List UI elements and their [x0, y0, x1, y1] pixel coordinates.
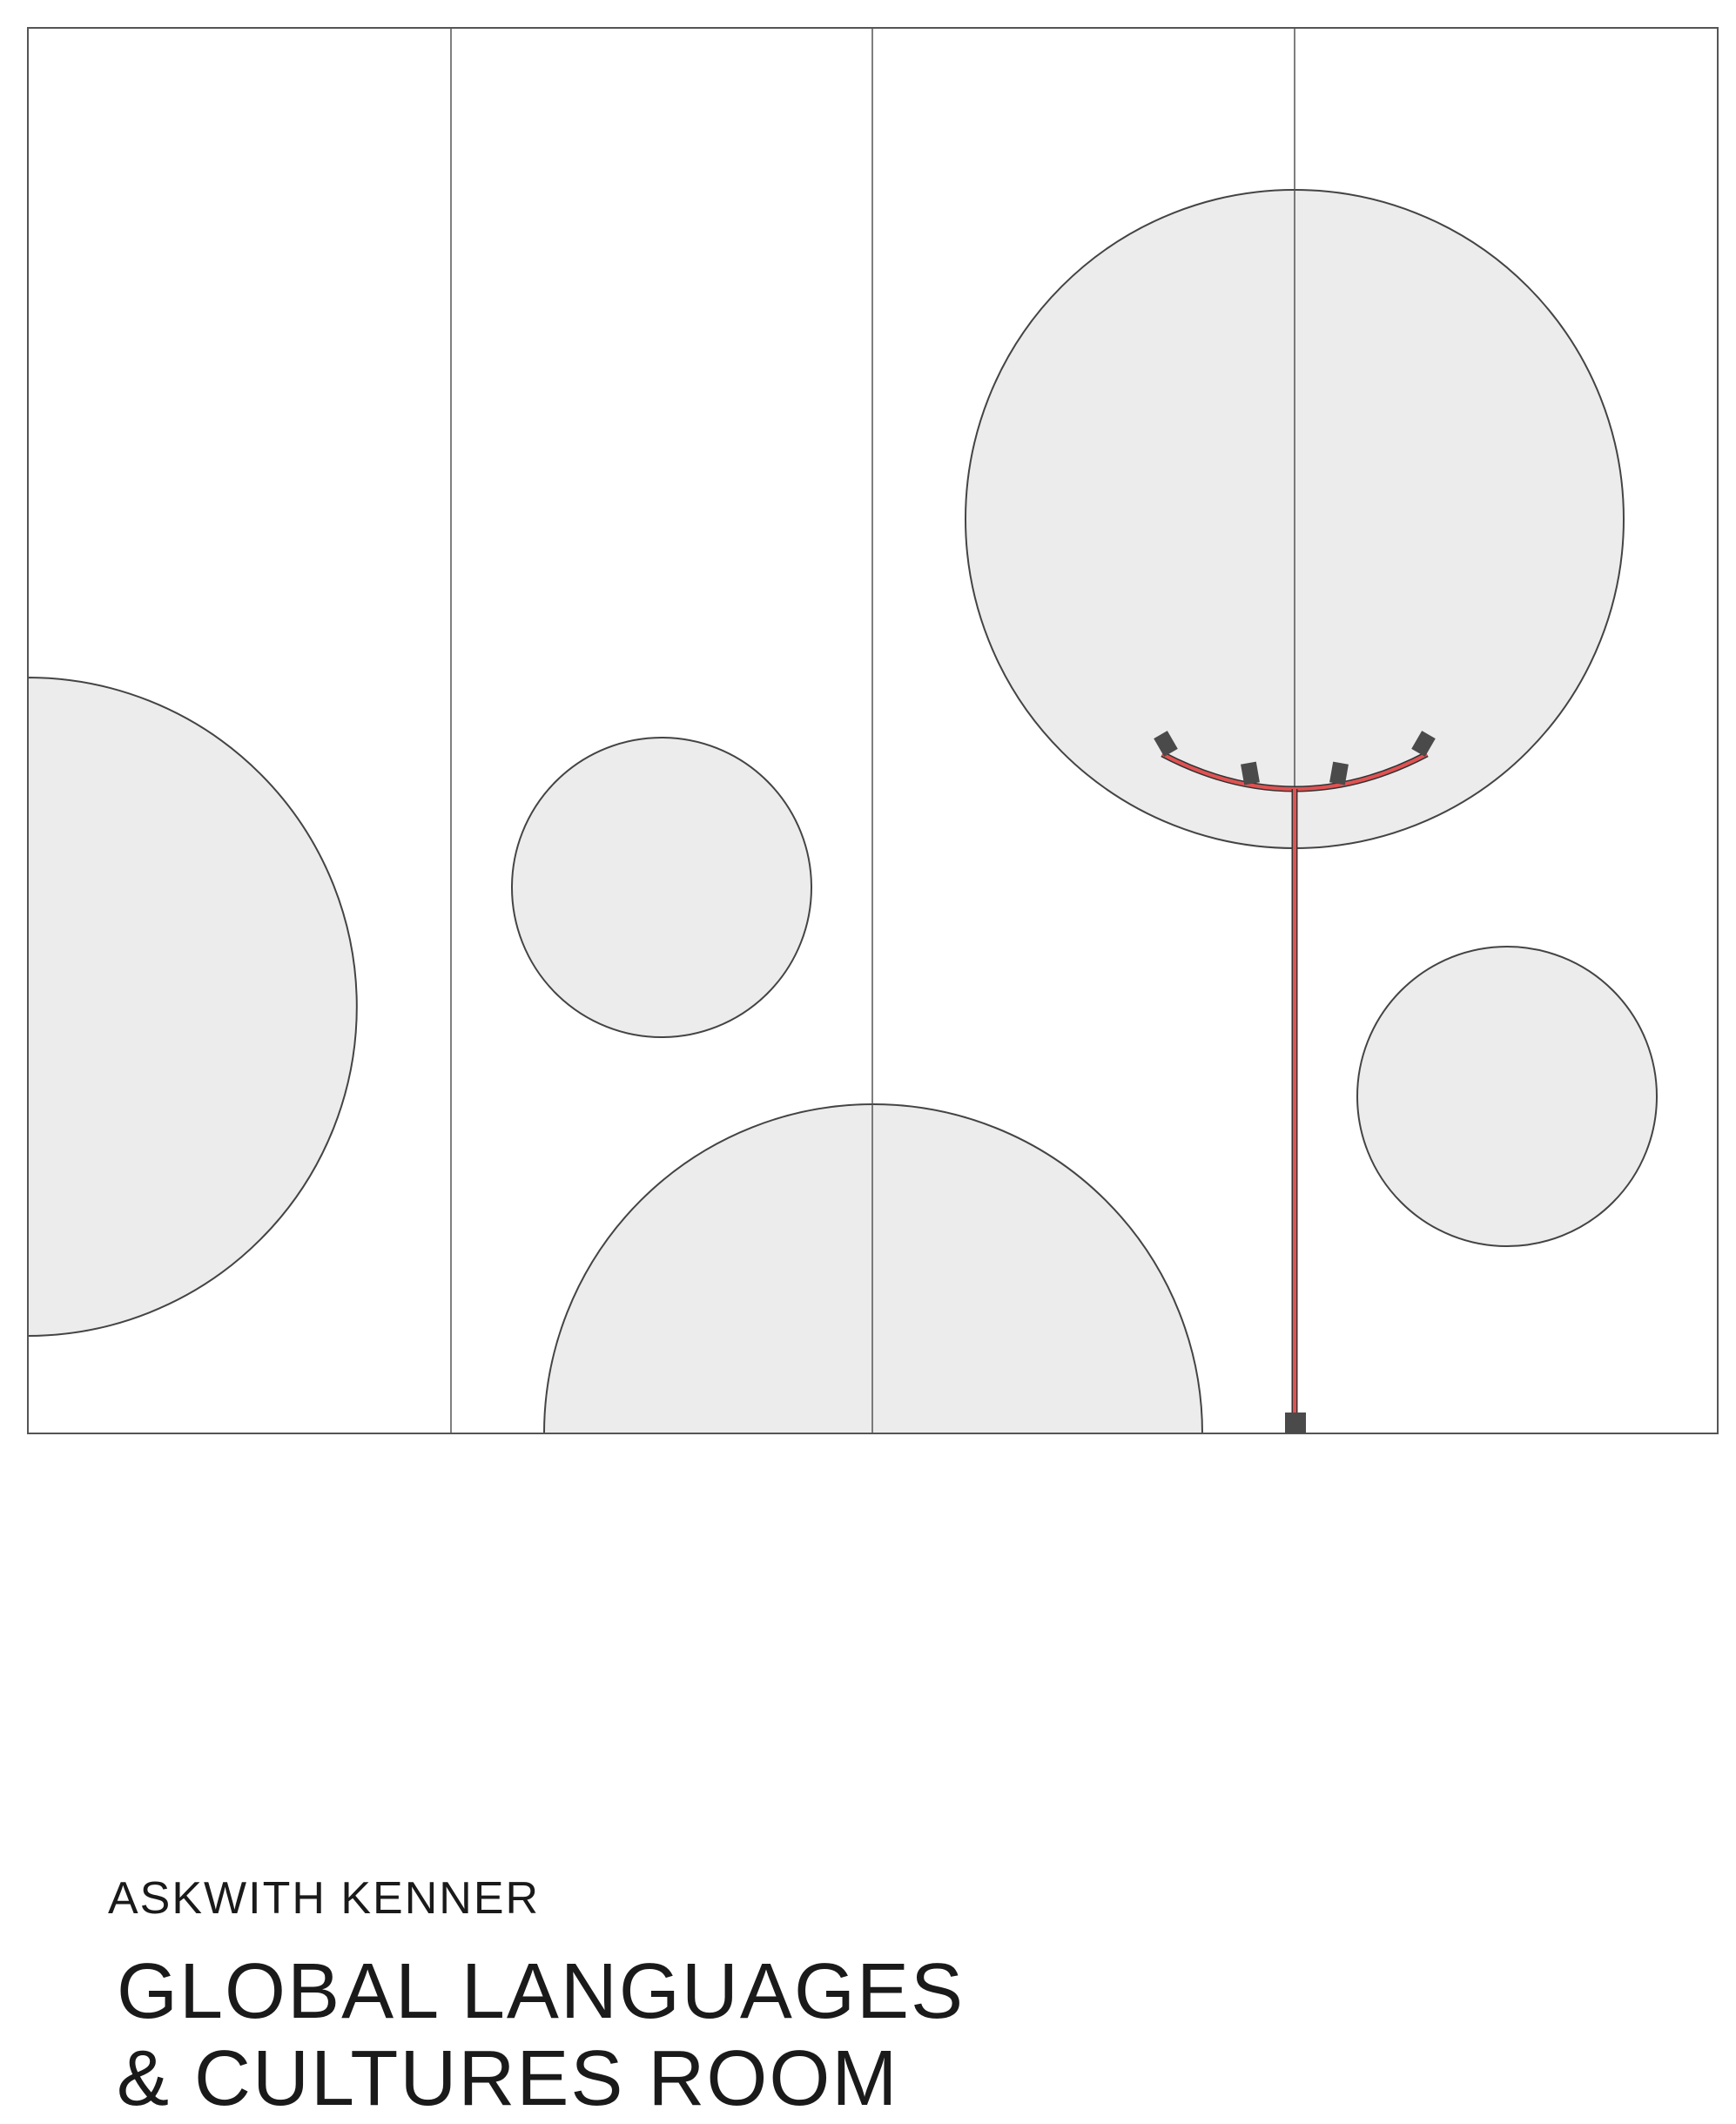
small-circle-left [511, 737, 812, 1038]
bottom-half-circle [542, 1103, 1204, 1434]
subtitle: ASKWITH KENNER [108, 1873, 541, 1924]
junction-box-icon [1285, 1413, 1306, 1433]
elevation-drawing: ASKWITH KENNER GLOBAL LANGUAGES & CULTUR… [27, 27, 1719, 2122]
lighting-track-icon [1161, 751, 1429, 1418]
spotlight-icon [1154, 731, 1436, 786]
left-half-circle [27, 676, 358, 1338]
small-circle-right [1356, 946, 1658, 1247]
wall-elevation-svg [27, 27, 1719, 1434]
title-line-1: GLOBAL LANGUAGES [117, 1948, 966, 2035]
title-line-2: & CULTURES ROOM [117, 2035, 899, 2122]
